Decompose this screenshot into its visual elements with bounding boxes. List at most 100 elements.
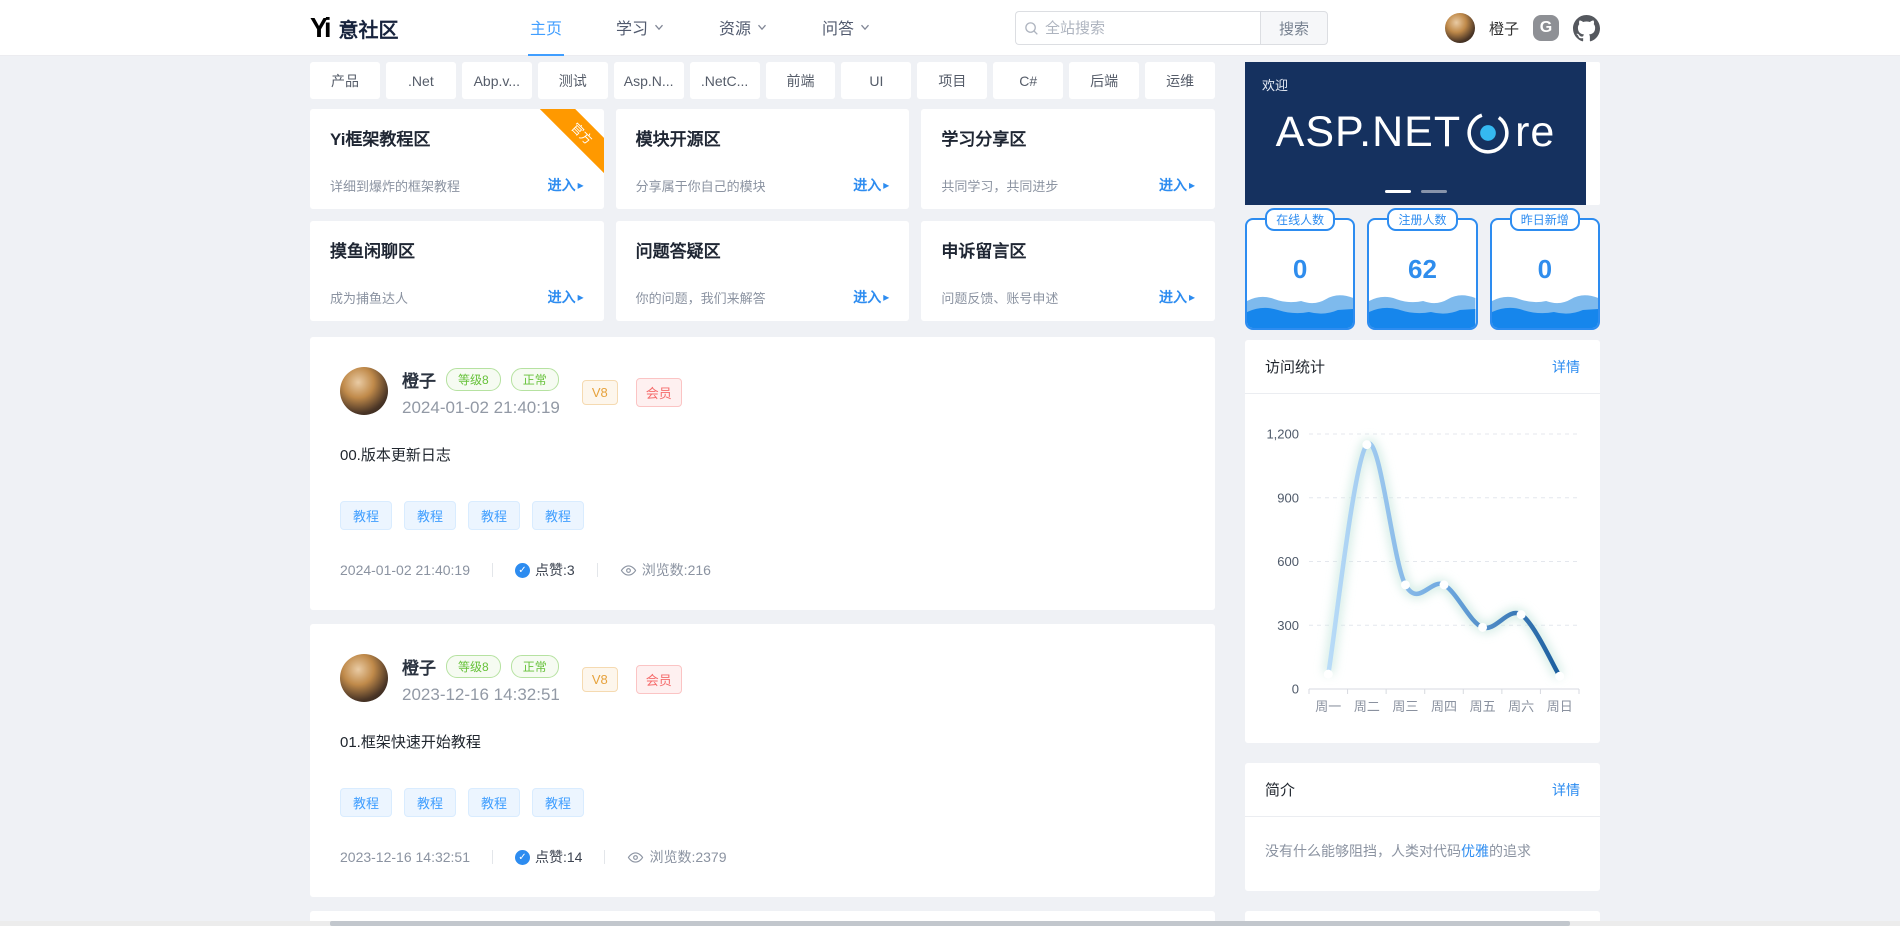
category-tag[interactable]: 前端 [765, 62, 836, 99]
post-datetime: 2023-12-16 14:32:51 [402, 685, 560, 704]
sidebar: 欢迎 ASP.NET re 在线人数 0 [1245, 62, 1600, 926]
level-badge: 等级8 [446, 368, 501, 391]
likes-stat[interactable]: ✓ 点赞:14 [515, 847, 582, 867]
zone-enter-link[interactable]: 进入 ▸ [853, 289, 890, 305]
line-chart: 0 300 600 900 1,200 周一 周二 周三 周四 周五 周六 周日 [1266, 427, 1580, 714]
post-tag[interactable]: 教程 [340, 501, 393, 530]
user-name[interactable]: 橙子 [1489, 20, 1520, 38]
zone-card[interactable]: 模块开源区 分享属于你自己的模块 进入 ▸ [615, 109, 910, 209]
category-tag[interactable]: 运维 [1145, 62, 1216, 99]
post-tag[interactable]: 教程 [404, 788, 457, 817]
like-check-icon: ✓ [515, 562, 530, 578]
post-title[interactable]: 01.框架快速开始教程 [340, 734, 481, 751]
category-tag[interactable]: 后端 [1069, 62, 1140, 99]
user-avatar[interactable] [1445, 13, 1475, 43]
banner-slide[interactable]: 欢迎 ASP.NET re [1245, 62, 1586, 205]
intro-panel: 简介 详情 没有什么能够阻挡，人类对代码优雅的追求 [1245, 763, 1600, 891]
category-tag[interactable]: C# [993, 62, 1064, 99]
member-badge: 会员 [635, 665, 682, 694]
post-card[interactable]: 橙子 等级8 正常 2024-01-02 21:40:19 V8 会员 00.版… [310, 337, 1215, 610]
svg-text:1,200: 1,200 [1266, 427, 1299, 442]
intro-detail-link[interactable]: 详情 [1552, 781, 1580, 798]
site-logo[interactable]: Yi 意社区 [310, 0, 399, 56]
post-author-avatar[interactable] [340, 654, 388, 702]
post-tag[interactable]: 教程 [404, 501, 457, 530]
post-author-name[interactable]: 橙子 [402, 659, 436, 678]
category-tag[interactable]: Abp.v... [461, 62, 532, 99]
zone-enter-link[interactable]: 进入 ▸ [1158, 289, 1195, 305]
category-tag[interactable]: 产品 [310, 62, 380, 99]
zone-card[interactable]: 申诉留言区 问题反馈、账号申述 进入 ▸ [921, 221, 1215, 321]
zone-card[interactable]: 问题答疑区 你的问题，我们来解答 进入 ▸ [615, 221, 910, 321]
nav-item[interactable]: 资源 [717, 0, 770, 56]
scrollbar-thumb[interactable] [330, 921, 1570, 926]
member-badge: 会员 [635, 378, 682, 407]
post-author-avatar[interactable] [340, 367, 388, 415]
post-tag[interactable]: 教程 [468, 501, 521, 530]
zone-description: 分享属于你自己的模块 [635, 178, 766, 194]
caret-right-icon: ▸ [1188, 178, 1195, 192]
zone-description: 共同学习，共同进步 [941, 178, 1059, 194]
gitee-icon[interactable]: G [1533, 15, 1560, 41]
zone-enter-link[interactable]: 进入 ▸ [547, 177, 584, 193]
status-badge: 正常 [510, 655, 559, 678]
zone-title: 申诉留言区 [941, 242, 1027, 261]
aspnet-core-logo: ASP.NET re [1245, 108, 1586, 157]
svg-text:周六: 周六 [1508, 699, 1534, 714]
content-area: 产品 .Net Abp.v... 测试 Asp.N... .NetC... 前端… [310, 62, 1600, 926]
site-title: 意社区 [338, 19, 399, 42]
nav-item[interactable]: 主页 [528, 0, 565, 56]
post-badges: V8 会员 [581, 378, 682, 407]
core-ring-icon [1465, 110, 1511, 156]
search-input[interactable] [1045, 19, 1252, 37]
post-meta: 橙子 等级8 正常 2024-01-02 21:40:19 [402, 367, 560, 418]
svg-text:300: 300 [1277, 618, 1299, 633]
post-card[interactable]: 橙子 等级8 正常 2023-12-16 14:32:51 V8 会员 01.框… [310, 624, 1215, 897]
category-tag[interactable]: 项目 [917, 62, 988, 99]
level-badge: 等级8 [446, 655, 501, 678]
post-tag[interactable]: 教程 [340, 788, 393, 817]
zone-card[interactable]: 官方 Yi框架教程区 详细到爆炸的框架教程 进入 ▸ [310, 109, 604, 209]
stat-card: 在线人数 0 [1245, 208, 1356, 330]
elegant-link[interactable]: 优雅 [1461, 843, 1489, 859]
nav-item[interactable]: 问答 [820, 0, 873, 56]
vip-badge: V8 [581, 380, 618, 405]
zone-card[interactable]: 摸鱼闲聊区 成为捕鱼达人 进入 ▸ [310, 221, 604, 321]
caret-right-icon: ▸ [883, 178, 890, 192]
post-header: 橙子 等级8 正常 2023-12-16 14:32:51 V8 会员 [340, 654, 1185, 705]
zone-enter-link[interactable]: 进入 ▸ [853, 177, 890, 193]
carousel-indicator[interactable] [1420, 190, 1447, 193]
likes-stat[interactable]: ✓ 点赞:3 [515, 560, 575, 580]
category-tag[interactable]: .Net [385, 62, 456, 99]
vip-badge: V8 [581, 667, 618, 692]
category-tag[interactable]: 测试 [537, 62, 608, 99]
caret-right-icon: ▸ [577, 290, 584, 304]
zone-title: 摸鱼闲聊区 [330, 242, 415, 261]
github-icon[interactable] [1573, 14, 1601, 42]
zone-description: 问题反馈、账号申述 [941, 290, 1059, 306]
post-author-name[interactable]: 橙子 [402, 372, 436, 391]
carousel-indicator-active[interactable] [1384, 190, 1411, 193]
category-tag[interactable]: .NetC... [689, 62, 760, 99]
search-button[interactable]: 搜索 [1260, 11, 1328, 45]
post-tag[interactable]: 教程 [468, 788, 521, 817]
stat-card: 昨日新增 0 [1489, 208, 1600, 330]
caret-right-icon: ▸ [1188, 290, 1195, 304]
post-badges: V8 会员 [581, 665, 682, 694]
zone-enter-link[interactable]: 进入 ▸ [547, 289, 584, 305]
post-tag[interactable]: 教程 [532, 788, 585, 817]
stat-value: 62 [1408, 254, 1437, 284]
post-tag[interactable]: 教程 [532, 501, 585, 530]
svg-text:周二: 周二 [1354, 699, 1380, 714]
svg-text:周日: 周日 [1547, 699, 1573, 714]
banner-welcome-label: 欢迎 [1262, 78, 1289, 93]
post-title[interactable]: 00.版本更新日志 [340, 447, 451, 464]
zone-card[interactable]: 学习分享区 共同学习，共同进步 进入 ▸ [921, 109, 1215, 209]
category-tag[interactable]: Asp.N... [613, 62, 684, 99]
caret-right-icon: ▸ [577, 178, 584, 192]
visit-stats-detail-link[interactable]: 详情 [1552, 358, 1580, 375]
horizontal-scrollbar[interactable] [0, 921, 1900, 926]
category-tag[interactable]: UI [841, 62, 912, 99]
zone-enter-link[interactable]: 进入 ▸ [1158, 177, 1195, 193]
nav-item[interactable]: 学习 [614, 0, 667, 56]
